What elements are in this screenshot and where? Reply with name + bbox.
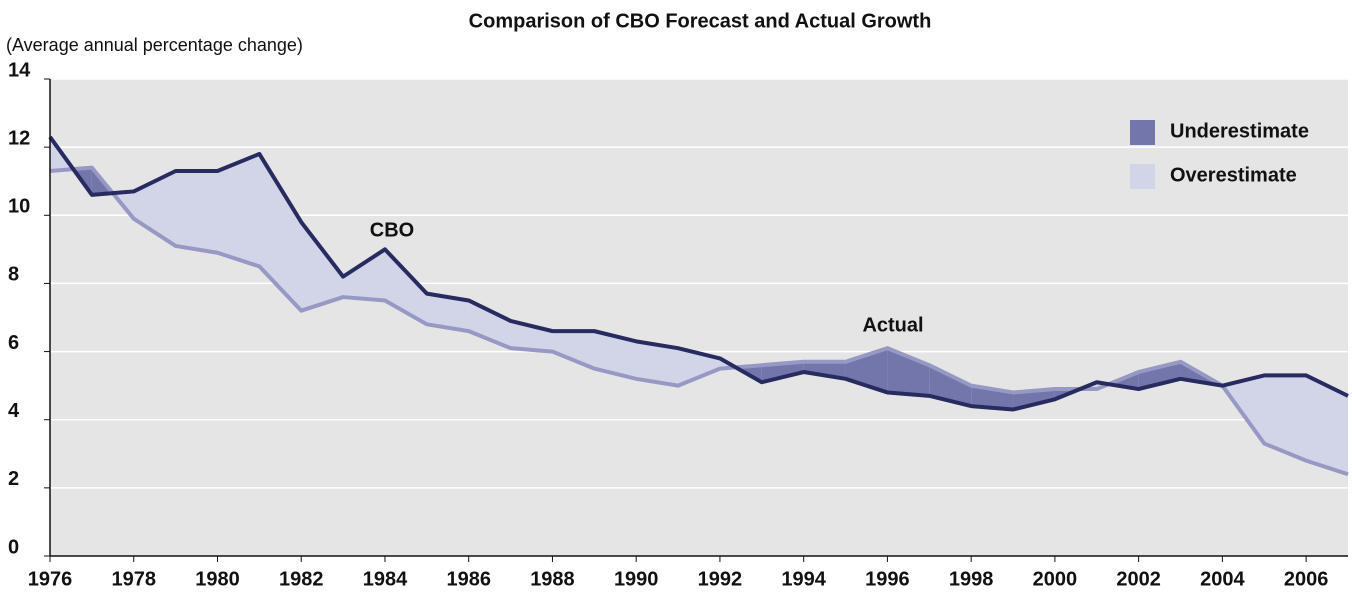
series-label: Actual [862, 314, 923, 336]
y-tick-label: 12 [8, 127, 30, 149]
overestimate-area [552, 331, 595, 369]
x-tick-label: 1994 [781, 568, 826, 590]
chart-title: Comparison of CBO Forecast and Actual Gr… [469, 10, 932, 32]
legend-swatch [1130, 164, 1155, 189]
overestimate-area [636, 341, 679, 386]
line [49, 165, 1349, 477]
y-tick-label: 4 [8, 400, 20, 422]
x-tick-label: 1984 [363, 568, 408, 590]
overestimate-area [1306, 375, 1348, 475]
y-tick-label: 14 [8, 59, 31, 81]
x-tick-label: 1992 [698, 568, 743, 590]
overestimate-area [301, 222, 344, 311]
x-tick-label: 2000 [1033, 568, 1078, 590]
underestimate-area [761, 361, 804, 383]
x-tick-label: 1996 [865, 568, 910, 590]
x-tick-label: 1982 [279, 568, 324, 590]
underestimate-area [1013, 389, 1055, 410]
x-tick-label: 2002 [1116, 568, 1161, 590]
series-label: CBO [370, 219, 414, 241]
y-tick-label: 10 [8, 196, 30, 218]
overestimate-area [259, 153, 302, 311]
underestimate-area [929, 365, 972, 407]
x-tick-label: 1980 [195, 568, 240, 590]
overestimate-area [133, 170, 176, 246]
x-tick-label: 1998 [949, 568, 994, 590]
y-tick-label: 2 [8, 468, 19, 490]
overestimate-area [594, 331, 637, 379]
x-tick-label: 1976 [28, 568, 73, 590]
plot-background [50, 79, 1348, 556]
legend-label: Overestimate [1170, 164, 1297, 186]
overestimate-area [175, 170, 218, 253]
overestimate-area [1264, 375, 1307, 461]
y-tick-label: 8 [8, 264, 19, 286]
underestimate-area [1138, 361, 1181, 390]
overestimate-area [510, 320, 553, 352]
x-tick-label: 1978 [111, 568, 156, 590]
legend-label: Underestimate [1170, 120, 1309, 142]
chart-subtitle: (Average annual percentage change) [6, 35, 303, 55]
legend-swatch [1130, 120, 1155, 145]
x-tick-label: 1988 [530, 568, 575, 590]
overestimate-area [426, 293, 469, 332]
underestimate-area [887, 348, 930, 396]
x-tick-label: 2006 [1284, 568, 1329, 590]
x-tick-label: 1990 [614, 568, 659, 590]
overestimate-area [468, 300, 511, 349]
x-tick-label: 2004 [1200, 568, 1245, 590]
overestimate-area [343, 249, 385, 301]
x-tick-label: 1986 [446, 568, 491, 590]
overestimate-area [217, 153, 260, 267]
y-tick-label: 6 [8, 332, 19, 354]
line [48, 135, 1349, 412]
y-tick-label: 0 [8, 536, 19, 558]
underestimate-area [803, 361, 846, 379]
